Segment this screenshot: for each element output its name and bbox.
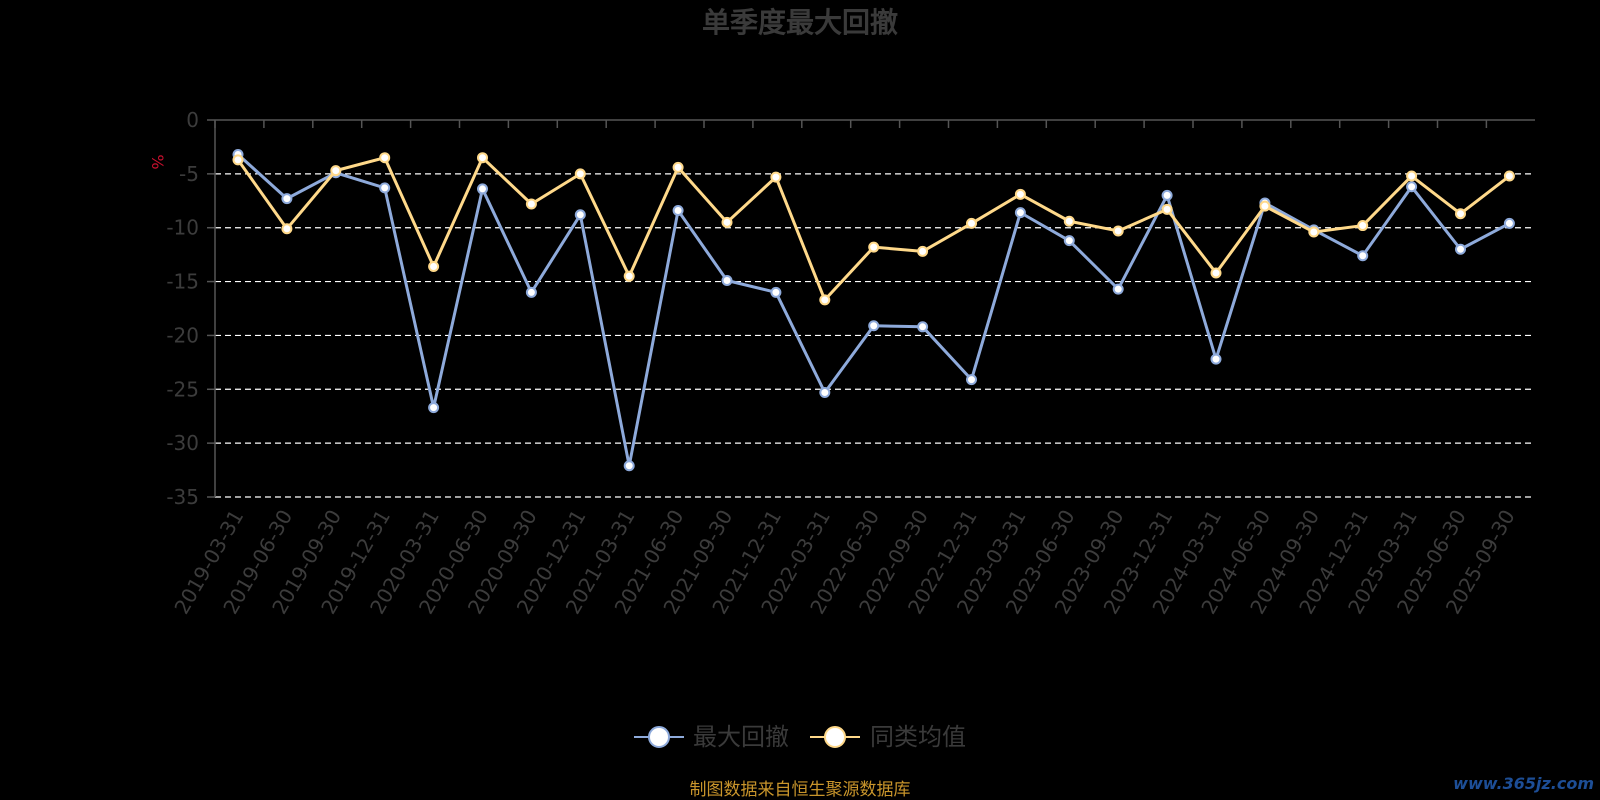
axes bbox=[207, 119, 1535, 498]
data-point[interactable] bbox=[232, 154, 244, 166]
data-point[interactable] bbox=[1063, 235, 1075, 247]
data-point[interactable] bbox=[917, 321, 929, 333]
y-tick-labels: 0 -5 -10 -15 -20 -25 -30 -35 bbox=[166, 108, 199, 509]
data-point[interactable] bbox=[525, 286, 537, 298]
data-point[interactable] bbox=[623, 270, 635, 282]
data-point[interactable] bbox=[1063, 215, 1075, 227]
legend-item-peer-average[interactable]: 同类均值 bbox=[810, 723, 966, 751]
y-tick-label: -5 bbox=[179, 162, 199, 186]
series-peer-average bbox=[232, 152, 1515, 306]
data-point[interactable] bbox=[574, 168, 586, 180]
y-tick-label: -25 bbox=[166, 377, 199, 401]
data-point[interactable] bbox=[1161, 189, 1173, 201]
y-axis-unit-label: % bbox=[148, 154, 167, 169]
data-point[interactable] bbox=[1357, 250, 1369, 262]
series-lines bbox=[232, 148, 1515, 472]
site-watermark: www.365jz.com bbox=[1453, 774, 1594, 793]
data-point[interactable] bbox=[428, 402, 440, 414]
data-point[interactable] bbox=[966, 374, 977, 386]
data-source-note: 制图数据来自恒生聚源数据库 bbox=[690, 780, 911, 800]
data-point[interactable] bbox=[379, 182, 391, 194]
data-point[interactable] bbox=[1455, 208, 1466, 220]
legend-marker-peer-average-icon bbox=[824, 726, 846, 748]
data-point[interactable] bbox=[1503, 170, 1515, 182]
data-point[interactable] bbox=[1406, 181, 1418, 193]
data-point[interactable] bbox=[477, 183, 488, 195]
data-point[interactable] bbox=[770, 286, 782, 298]
data-point[interactable] bbox=[1455, 243, 1466, 255]
data-point[interactable] bbox=[1503, 217, 1515, 229]
data-point[interactable] bbox=[1014, 207, 1026, 219]
data-point[interactable] bbox=[574, 209, 586, 221]
data-point[interactable] bbox=[281, 193, 293, 205]
y-tick-label: -15 bbox=[166, 270, 199, 294]
data-point[interactable] bbox=[819, 387, 831, 399]
y-tick-label: -30 bbox=[166, 431, 199, 455]
data-point[interactable] bbox=[1210, 267, 1222, 279]
data-point[interactable] bbox=[623, 460, 635, 472]
data-point[interactable] bbox=[330, 165, 342, 177]
data-point[interactable] bbox=[477, 152, 488, 164]
data-point[interactable] bbox=[721, 274, 733, 286]
data-point[interactable] bbox=[1357, 220, 1369, 232]
data-point[interactable] bbox=[868, 320, 880, 332]
data-point[interactable] bbox=[525, 198, 537, 210]
data-point[interactable] bbox=[672, 161, 684, 173]
legend-marker-max-drawdown-icon bbox=[648, 726, 670, 748]
legend[interactable]: 最大回撤 同类均值 bbox=[634, 723, 966, 751]
data-point[interactable] bbox=[379, 152, 391, 164]
legend-label-peer-average: 同类均值 bbox=[870, 723, 966, 751]
data-point[interactable] bbox=[672, 204, 684, 216]
data-point[interactable] bbox=[1259, 200, 1271, 212]
data-point[interactable] bbox=[721, 216, 733, 228]
legend-label-max-drawdown: 最大回撤 bbox=[693, 723, 789, 751]
data-point[interactable] bbox=[819, 294, 831, 306]
gridlines bbox=[215, 173, 1535, 498]
data-point[interactable] bbox=[1112, 225, 1124, 237]
data-point[interactable] bbox=[868, 241, 880, 253]
y-tick-label: -35 bbox=[166, 485, 199, 509]
data-point[interactable] bbox=[1161, 203, 1173, 215]
y-tick-label: -10 bbox=[166, 216, 199, 240]
data-point[interactable] bbox=[966, 217, 977, 229]
y-tick-label: -20 bbox=[166, 323, 199, 347]
chart-title: 单季度最大回撤 bbox=[702, 6, 898, 39]
y-tick-label: 0 bbox=[186, 108, 199, 132]
data-point[interactable] bbox=[770, 171, 782, 183]
legend-item-max-drawdown[interactable]: 最大回撤 bbox=[634, 723, 789, 751]
data-point[interactable] bbox=[1406, 170, 1418, 182]
data-point[interactable] bbox=[1014, 188, 1026, 200]
data-point[interactable] bbox=[917, 245, 929, 257]
data-point[interactable] bbox=[1308, 226, 1320, 238]
data-point[interactable] bbox=[1210, 353, 1222, 365]
data-point[interactable] bbox=[428, 260, 440, 272]
data-point[interactable] bbox=[281, 223, 293, 235]
data-point[interactable] bbox=[1112, 283, 1124, 295]
